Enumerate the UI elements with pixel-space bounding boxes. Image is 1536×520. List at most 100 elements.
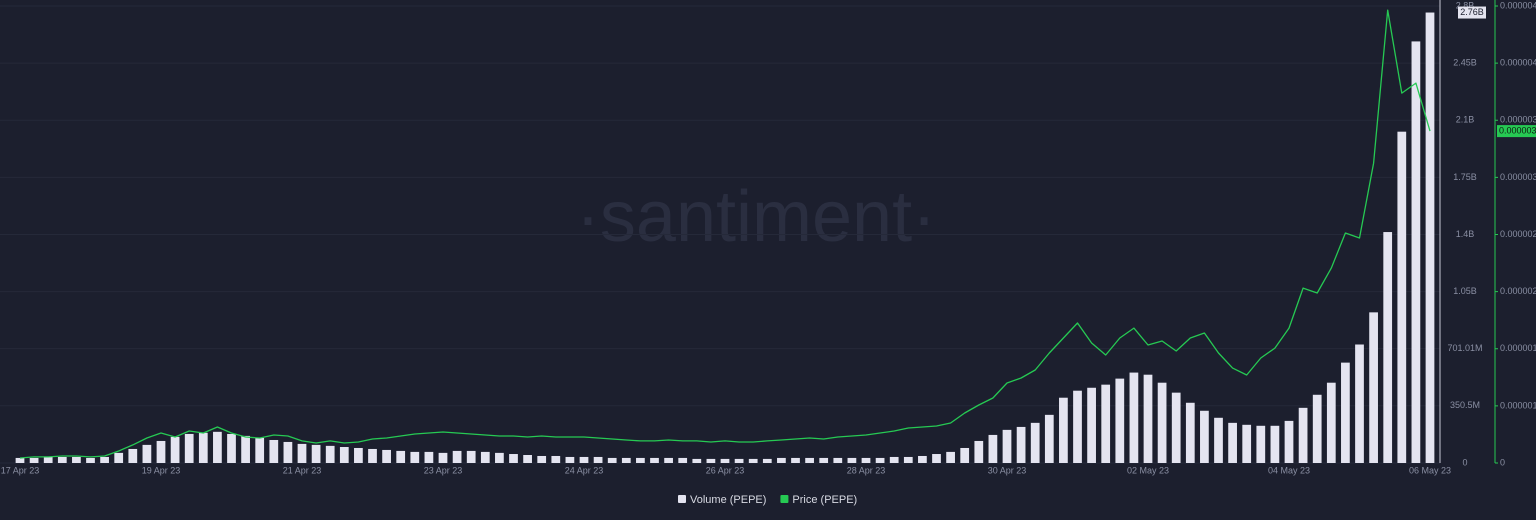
volume-bar	[593, 456, 603, 463]
x-tick-label: 21 Apr 23	[283, 465, 322, 475]
volume-bar	[128, 448, 138, 463]
y2-tick-label: 0	[1500, 457, 1505, 467]
x-tick-label: 02 May 23	[1127, 465, 1169, 475]
volume-tag-bg	[1458, 6, 1486, 19]
volume-bar	[1228, 422, 1237, 463]
legend-swatch	[678, 495, 686, 503]
volume-bar	[57, 456, 67, 463]
volume-bar	[255, 437, 265, 463]
volume-bar	[706, 458, 716, 463]
volume-bar	[1129, 372, 1139, 463]
volume-bar	[1016, 426, 1026, 463]
volume-bar	[311, 444, 321, 463]
volume-bar	[565, 456, 575, 463]
volume-bar	[1044, 414, 1054, 463]
volume-bar	[1200, 410, 1209, 463]
volume-bar	[156, 440, 166, 463]
volume-bar	[833, 457, 843, 463]
volume-bar	[1355, 344, 1364, 463]
volume-bar	[932, 454, 941, 463]
volume-bar	[903, 456, 913, 463]
volume-bar	[1383, 232, 1393, 463]
y-tick-label: 2.45B	[1453, 58, 1477, 68]
volume-tag: 2.76B	[1460, 7, 1484, 17]
volume-bar	[15, 457, 25, 463]
volume-bar	[452, 450, 462, 463]
volume-bar	[424, 451, 434, 463]
x-tick-label: 24 Apr 23	[565, 465, 604, 475]
volume-bar	[1298, 407, 1308, 463]
volume-bar	[960, 447, 970, 463]
x-tick-label: 26 Apr 23	[706, 465, 745, 475]
volume-bar	[889, 456, 899, 463]
volume-bar	[100, 456, 109, 463]
volume-bar	[1073, 390, 1082, 463]
volume-bar	[227, 433, 236, 463]
volume-bar	[861, 457, 871, 463]
volume-bar	[382, 449, 391, 463]
x-tick-label: 23 Apr 23	[424, 465, 463, 475]
volume-bar	[791, 457, 800, 463]
y-tick-label: 701.01M	[1447, 343, 1482, 353]
x-tick-label: 19 Apr 23	[142, 465, 181, 475]
volume-bar	[198, 432, 208, 463]
y2-tick-label: 0.000002	[1500, 229, 1536, 239]
volume-bar	[1059, 397, 1068, 463]
volume-bar	[495, 452, 504, 463]
volume-bar	[1341, 362, 1350, 463]
y-tick-label: 1.05B	[1453, 286, 1477, 296]
volume-bar	[748, 458, 758, 463]
price-tag: 0.000003	[1499, 125, 1536, 135]
volume-bar	[354, 447, 363, 463]
volume-bar	[466, 450, 476, 463]
volume-bar	[650, 457, 659, 463]
volume-bar	[523, 455, 532, 463]
volume-bar	[283, 441, 293, 463]
y2-tick-label: 0.000002	[1500, 286, 1536, 296]
volume-bar	[1425, 12, 1435, 464]
y2-tick-label: 0.000004	[1500, 0, 1536, 10]
volume-bar	[1087, 387, 1096, 463]
volume-bar	[43, 456, 53, 463]
volume-bar	[636, 457, 645, 463]
volume-bar	[762, 458, 772, 463]
legend-label: Price (PEPE)	[792, 494, 857, 506]
volume-bar	[621, 457, 631, 463]
volume-bar	[1326, 382, 1336, 463]
volume-bar	[777, 457, 786, 463]
volume-bar	[847, 457, 857, 463]
volume-bar	[184, 433, 194, 463]
volume-bar	[86, 457, 95, 463]
x-tick-label: 17 Apr 23	[1, 465, 40, 475]
x-tick-label: 04 May 23	[1268, 465, 1310, 475]
volume-bar	[339, 447, 349, 463]
legend-swatch	[780, 495, 789, 503]
volume-bar	[664, 457, 673, 463]
volume-bar	[1185, 402, 1195, 463]
volume-bar	[241, 435, 250, 463]
legend-label: Volume (PEPE)	[690, 494, 766, 506]
volume-bar	[1411, 41, 1421, 463]
volume-bar	[805, 457, 814, 463]
price-line	[19, 9, 1431, 459]
volume-bar	[875, 457, 885, 463]
y-tick-label: 1.75B	[1453, 172, 1477, 182]
volume-bar	[579, 456, 589, 463]
y-tick-label: 1.4B	[1456, 229, 1475, 239]
volume-bar	[678, 457, 688, 463]
y2-tick-label: 0.000001	[1500, 400, 1536, 410]
volume-bar	[734, 458, 744, 463]
volume-bar	[480, 451, 490, 463]
volume-bar	[1171, 392, 1181, 463]
volume-bar	[918, 455, 927, 463]
volume-bar	[551, 455, 561, 463]
volume-bar	[1157, 382, 1167, 463]
volume-bar	[1369, 312, 1378, 463]
y2-tick-label: 0.000003	[1500, 115, 1536, 125]
volume-bar	[1284, 420, 1294, 463]
x-tick-label: 06 May 23	[1409, 465, 1451, 475]
watermark: ·santiment·	[576, 177, 936, 257]
volume-bar	[213, 431, 222, 463]
volume-bar	[1214, 417, 1223, 463]
